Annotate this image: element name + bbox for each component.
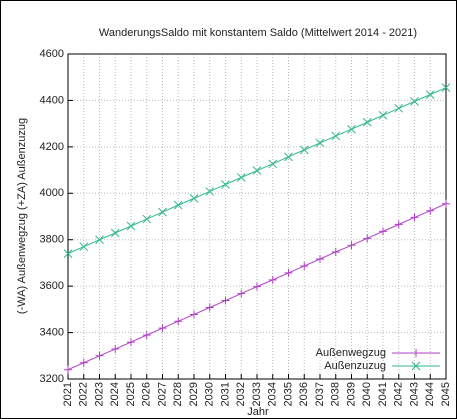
plot-border xyxy=(67,53,447,380)
x-tick-label: 2034 xyxy=(267,382,279,406)
legend-label: Außenzuzug xyxy=(324,360,386,372)
point xyxy=(268,159,278,169)
point xyxy=(174,317,183,326)
x-tick-label: 2038 xyxy=(330,382,342,406)
point xyxy=(127,338,135,347)
point xyxy=(142,214,152,224)
point xyxy=(394,220,403,229)
chart-title: WanderungsSaldo mit konstantem Saldo (Mi… xyxy=(99,27,417,39)
point xyxy=(190,310,198,319)
x-axis-label: Jahr xyxy=(247,406,269,418)
point xyxy=(425,90,435,99)
x-tick-label: 2045 xyxy=(440,382,452,406)
point xyxy=(441,83,451,93)
point xyxy=(79,358,88,367)
x-tick-label: 2030 xyxy=(204,382,216,406)
point xyxy=(142,331,151,340)
x-tick-label: 2039 xyxy=(345,382,357,406)
point xyxy=(268,275,277,284)
point xyxy=(379,227,387,236)
point xyxy=(158,324,167,333)
x-tick-label: 2021 xyxy=(62,382,74,406)
x-tick-label: 2041 xyxy=(377,382,389,406)
point xyxy=(205,187,215,196)
point xyxy=(426,206,435,215)
point xyxy=(110,228,120,238)
point xyxy=(363,234,372,243)
point xyxy=(331,131,341,141)
point xyxy=(95,235,104,245)
point xyxy=(299,145,309,155)
x-tick-label: 2040 xyxy=(361,382,373,406)
point xyxy=(111,345,120,354)
y-tick-label: 4200 xyxy=(40,141,64,153)
point xyxy=(79,242,89,252)
legend-marker xyxy=(412,349,420,357)
legend-label: Außenwegzug xyxy=(316,347,386,359)
point xyxy=(95,351,104,360)
point xyxy=(236,173,246,182)
x-tick-label: 2042 xyxy=(393,382,405,406)
y-tick-label: 4600 xyxy=(40,48,64,60)
y-tick-label: 4400 xyxy=(40,94,64,106)
x-tick-label: 2026 xyxy=(141,382,153,406)
point xyxy=(284,268,293,277)
x-tick-label: 2044 xyxy=(424,382,436,406)
x-tick-label: 2025 xyxy=(125,382,137,406)
x-tick-label: 2032 xyxy=(235,382,247,406)
point xyxy=(331,248,340,257)
point xyxy=(63,249,73,258)
point xyxy=(442,199,450,208)
point xyxy=(315,138,325,148)
x-tick-label: 2037 xyxy=(314,382,326,406)
point xyxy=(237,289,246,298)
y-tick-label: 3400 xyxy=(40,326,64,338)
point xyxy=(64,365,72,374)
y-tick-label: 4000 xyxy=(40,187,64,199)
x-tick-label: 2024 xyxy=(109,382,121,406)
x-tick-label: 2036 xyxy=(298,382,310,406)
point xyxy=(253,282,261,291)
point xyxy=(316,254,324,263)
x-tick-label: 2022 xyxy=(78,382,90,406)
y-tick-label: 3800 xyxy=(40,234,64,246)
x-tick-label: 2027 xyxy=(156,382,168,406)
point xyxy=(252,166,262,175)
y-tick-label: 3200 xyxy=(40,373,64,385)
point xyxy=(126,221,136,231)
point xyxy=(221,180,230,189)
y-tick-label: 3600 xyxy=(40,280,64,292)
point xyxy=(205,303,214,312)
x-tick-label: 2029 xyxy=(188,382,200,406)
x-tick-label: 2033 xyxy=(251,382,263,406)
point xyxy=(362,117,372,127)
legend-marker xyxy=(411,361,421,371)
point xyxy=(284,152,293,162)
point xyxy=(410,213,419,222)
x-tick-label: 2023 xyxy=(93,382,105,406)
x-tick-label: 2043 xyxy=(408,382,420,406)
point xyxy=(221,296,230,305)
point xyxy=(410,97,419,106)
y-axis-label: (-WA) Außenwegzug (+ZA) Außenzuzug xyxy=(16,118,28,314)
point xyxy=(300,261,309,270)
point xyxy=(189,194,199,203)
point xyxy=(378,110,388,120)
point xyxy=(173,200,183,210)
point xyxy=(347,124,356,134)
point xyxy=(394,103,404,113)
point xyxy=(347,241,356,250)
x-tick-label: 2031 xyxy=(219,382,231,406)
point xyxy=(158,207,167,217)
x-tick-label: 2035 xyxy=(282,382,294,406)
x-tick-label: 2028 xyxy=(172,382,184,406)
